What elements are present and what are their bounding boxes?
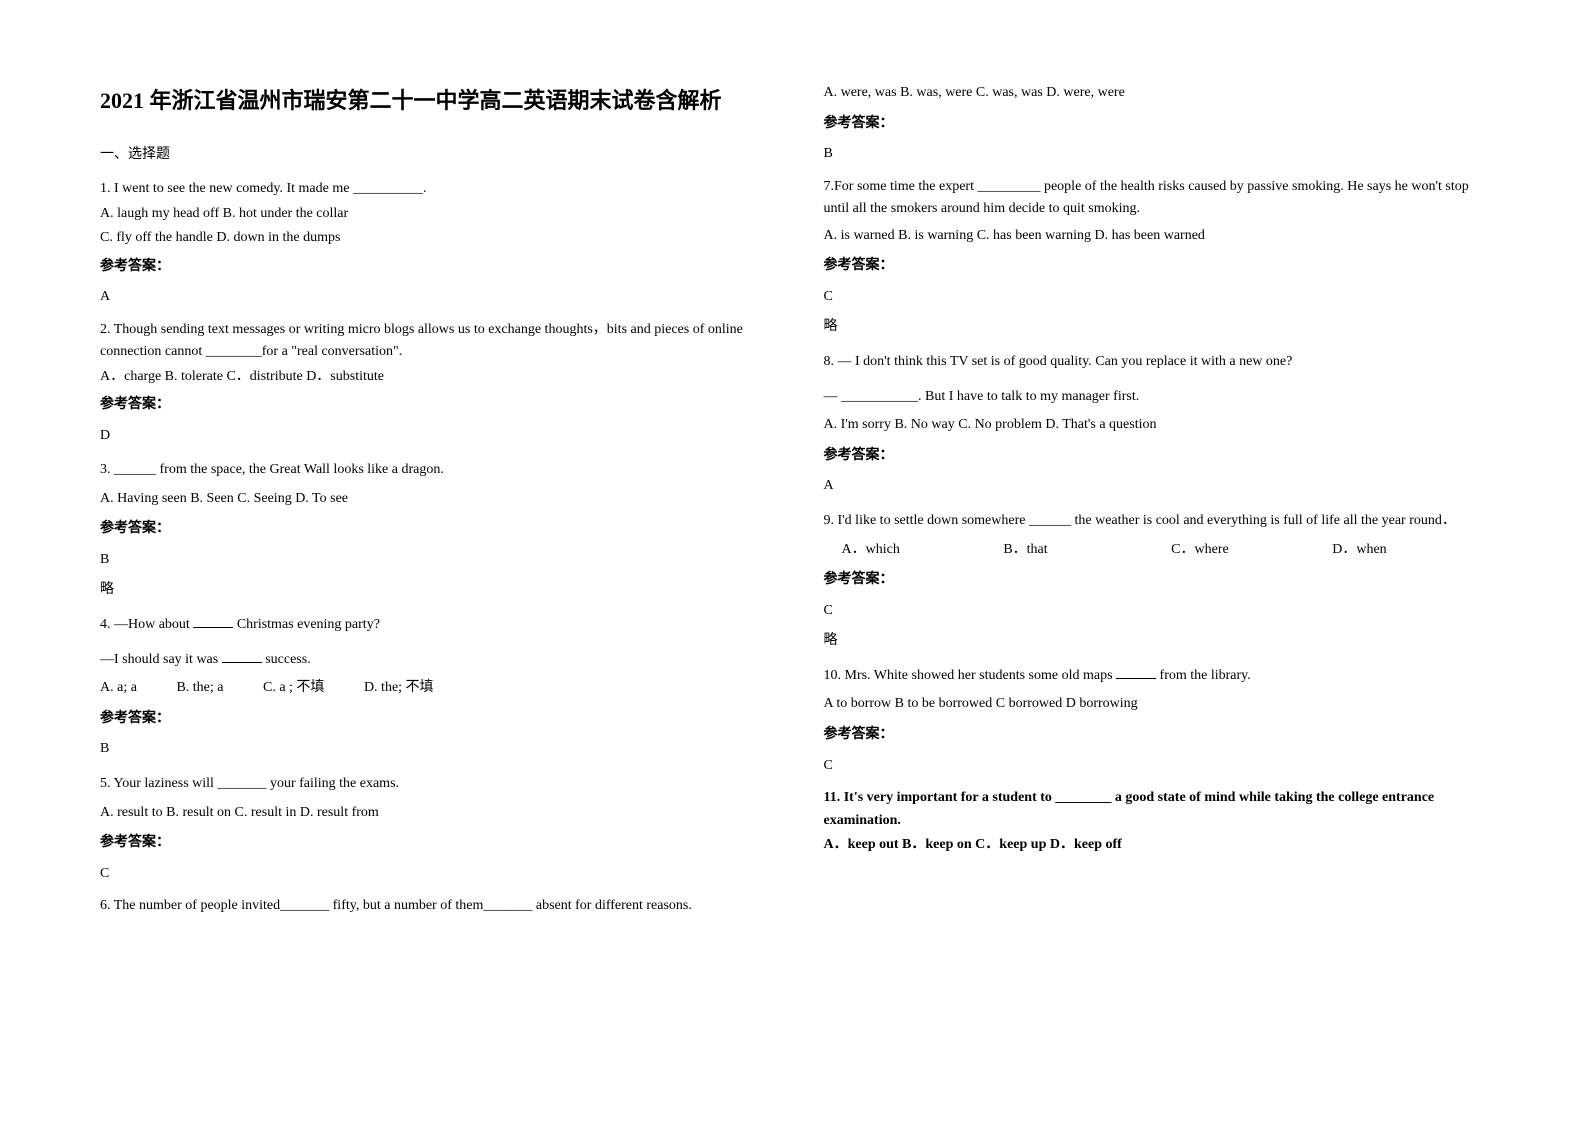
q6-answer: B — [824, 141, 1488, 168]
q1-text: 1. I went to see the new comedy. It made… — [100, 178, 764, 200]
q9-text: 9. I'd like to settle down somewhere ___… — [824, 508, 1488, 535]
q9-opts: A．which B．that C．where D．when — [842, 537, 1488, 564]
q10-answer: C — [824, 753, 1488, 780]
q5-answer: C — [100, 861, 764, 888]
q2-answer: D — [100, 423, 764, 450]
q5-text: 5. Your laziness will _______ your faili… — [100, 771, 764, 798]
q6-opts: A. were, was B. was, were C. was, was D.… — [824, 80, 1488, 107]
q10-blank — [1116, 665, 1156, 679]
q4-answer: B — [100, 736, 764, 763]
q4-blank-2 — [222, 649, 262, 663]
section-1-heading: 一、选择题 — [100, 142, 764, 169]
q9-answer: C — [824, 598, 1488, 625]
q7-text: 7.For some time the expert _________ peo… — [824, 176, 1488, 221]
q4-opt-d: D. the; 不填 — [364, 680, 434, 695]
q8-answer: A — [824, 473, 1488, 500]
q4-opts: A. a; a B. the; a C. a ; 不填 D. the; 不填 — [100, 675, 764, 702]
q9-skip: 略 — [824, 628, 1488, 655]
q6-answer-label: 参考答案： — [824, 111, 1488, 138]
q10-text: 10. Mrs. White showed her students some … — [824, 663, 1488, 690]
q4-answer-label: 参考答案： — [100, 706, 764, 733]
q1-opts-1: A. laugh my head off B. hot under the co… — [100, 203, 764, 225]
q4-opt-c: C. a ; 不填 — [263, 680, 324, 695]
q8-text2: — ___________. But I have to talk to my … — [824, 384, 1488, 411]
q10-text-a: 10. Mrs. White showed her students some … — [824, 668, 1117, 683]
q7-answer-label: 参考答案： — [824, 253, 1488, 280]
q9-opt-b: B．that — [1003, 542, 1047, 557]
q6-text: 6. The number of people invited_______ f… — [100, 895, 764, 917]
exam-title: 2021 年浙江省温州市瑞安第二十一中学高二英语期末试卷含解析 — [100, 80, 764, 122]
q8-opts: A. I'm sorry B. No way C. No problem D. … — [824, 412, 1488, 439]
q11-text: 11. It's very important for a student to… — [824, 787, 1488, 832]
q3-answer: B — [100, 547, 764, 574]
q8-text: 8. — I don't think this TV set is of goo… — [824, 349, 1488, 376]
q2-text: 2. Though sending text messages or writi… — [100, 319, 764, 364]
q5-answer-label: 参考答案： — [100, 830, 764, 857]
q4-text2-a: —I should say it was — [100, 652, 222, 667]
q11-opts: A．keep out B．keep on C．keep up D．keep of… — [824, 834, 1488, 856]
q5-opts: A. result to B. result on C. result in D… — [100, 800, 764, 827]
q1-answer-label: 参考答案： — [100, 254, 764, 281]
q3-skip: 略 — [100, 577, 764, 604]
q3-answer-label: 参考答案： — [100, 516, 764, 543]
q9-opt-a: A．which — [842, 542, 900, 557]
q3-text: 3. ______ from the space, the Great Wall… — [100, 457, 764, 484]
q7-answer: C — [824, 284, 1488, 311]
q4-blank-1 — [193, 614, 233, 628]
q4-text2-b: success. — [262, 652, 311, 667]
q2-opts: A．charge B. tolerate C．distribute D．subs… — [100, 366, 764, 388]
q4-opt-b: B. the; a — [176, 680, 223, 695]
q3-opts: A. Having seen B. Seen C. Seeing D. To s… — [100, 486, 764, 513]
q7-opts: A. is warned B. is warning C. has been w… — [824, 223, 1488, 250]
q7-skip: 略 — [824, 314, 1488, 341]
q4-text-b: Christmas evening party? — [233, 617, 380, 632]
q4-opt-a: A. a; a — [100, 680, 137, 695]
q10-opts: A to borrow B to be borrowed C borrowed … — [824, 691, 1488, 718]
q4-text2: —I should say it was success. — [100, 647, 764, 674]
q1-opts-2: C. fly off the handle D. down in the dum… — [100, 227, 764, 249]
q10-answer-label: 参考答案： — [824, 722, 1488, 749]
q1-answer: A — [100, 284, 764, 311]
q4-text-a: 4. —How about — [100, 617, 193, 632]
q2-answer-label: 参考答案： — [100, 392, 764, 419]
q8-answer-label: 参考答案： — [824, 443, 1488, 470]
q10-text-b: from the library. — [1156, 668, 1251, 683]
page-container: 2021 年浙江省温州市瑞安第二十一中学高二英语期末试卷含解析 一、选择题 1.… — [100, 80, 1487, 920]
q9-opt-c: C．where — [1171, 542, 1229, 557]
q9-opt-d: D．when — [1332, 542, 1386, 557]
q4-text: 4. —How about Christmas evening party? — [100, 612, 764, 639]
right-column: A. were, was B. was, were C. was, was D.… — [824, 80, 1488, 920]
left-column: 2021 年浙江省温州市瑞安第二十一中学高二英语期末试卷含解析 一、选择题 1.… — [100, 80, 764, 920]
q9-answer-label: 参考答案： — [824, 567, 1488, 594]
